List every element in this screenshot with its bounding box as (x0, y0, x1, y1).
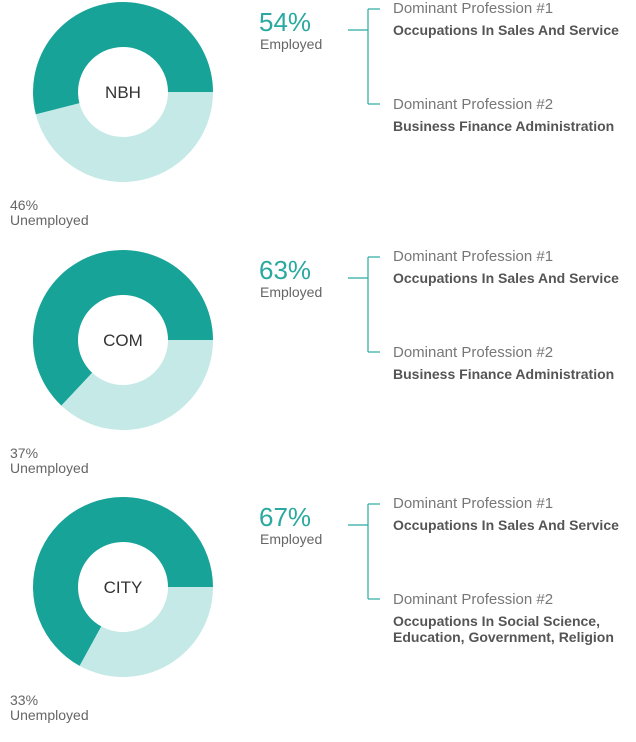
unemployed-label: Unemployed (10, 212, 89, 228)
center-label: CITY (104, 578, 143, 597)
employed-value: 54% (259, 7, 312, 37)
profession-name: Business Finance Administration (393, 118, 615, 134)
profession-name: Occupations In Sales And Service (393, 269, 619, 286)
employed-value: 67% (259, 502, 312, 532)
donut-chart: NBH (33, 2, 214, 183)
donut-segment (33, 249, 214, 406)
unemployed-label: Unemployed (10, 707, 89, 723)
center-label: COM (103, 331, 143, 350)
profession-heading: Dominant Profession #1 (393, 247, 554, 265)
donut-segment (35, 92, 214, 183)
center-label: NBH (105, 83, 141, 102)
employed-label: Employed (260, 531, 323, 547)
donut-segment (33, 497, 213, 666)
donut-segment (61, 339, 213, 430)
employed-label: Employed (260, 283, 323, 300)
profession-heading: Dominant Profession #1 (393, 495, 554, 512)
donut-segment (79, 587, 213, 677)
unemployed-value: 37% (10, 444, 39, 461)
profession-name: Occupations In Sales And Service (393, 517, 619, 533)
panel: NBH 54% Employed 46% Unemployed Dominant Prof… (0, 0, 636, 247)
page: NBH 54% Employed 46% Unemployed Dominant Prof… (0, 0, 636, 723)
unemployed-label: Unemployed (10, 459, 89, 476)
profession-heading: Dominant Profession #2 (393, 343, 554, 361)
profession-name: Business Finance Administration (393, 365, 615, 382)
panel: CITY 67% Employed 33% Unemployed Dominant Pro… (0, 495, 636, 742)
unemployed-value: 33% (10, 692, 39, 708)
donut-segment (33, 2, 214, 115)
donut-chart: CITY (33, 497, 213, 677)
panel: COM 63% Employed 37% Unemployed Dominant Prof… (0, 248, 636, 495)
employed-label: Employed (260, 36, 323, 52)
donut-chart: COM (33, 249, 214, 430)
profession-heading: Dominant Profession #2 (393, 591, 554, 608)
unemployed-value: 46% (10, 197, 39, 213)
profession-heading: Dominant Profession #2 (393, 96, 554, 113)
profession-heading: Dominant Profession #1 (393, 0, 554, 17)
profession-name: Occupations In Sales And Service (393, 22, 619, 38)
employed-value: 63% (259, 254, 312, 285)
profession-name: Occupations In Social Science, Education… (393, 613, 614, 645)
